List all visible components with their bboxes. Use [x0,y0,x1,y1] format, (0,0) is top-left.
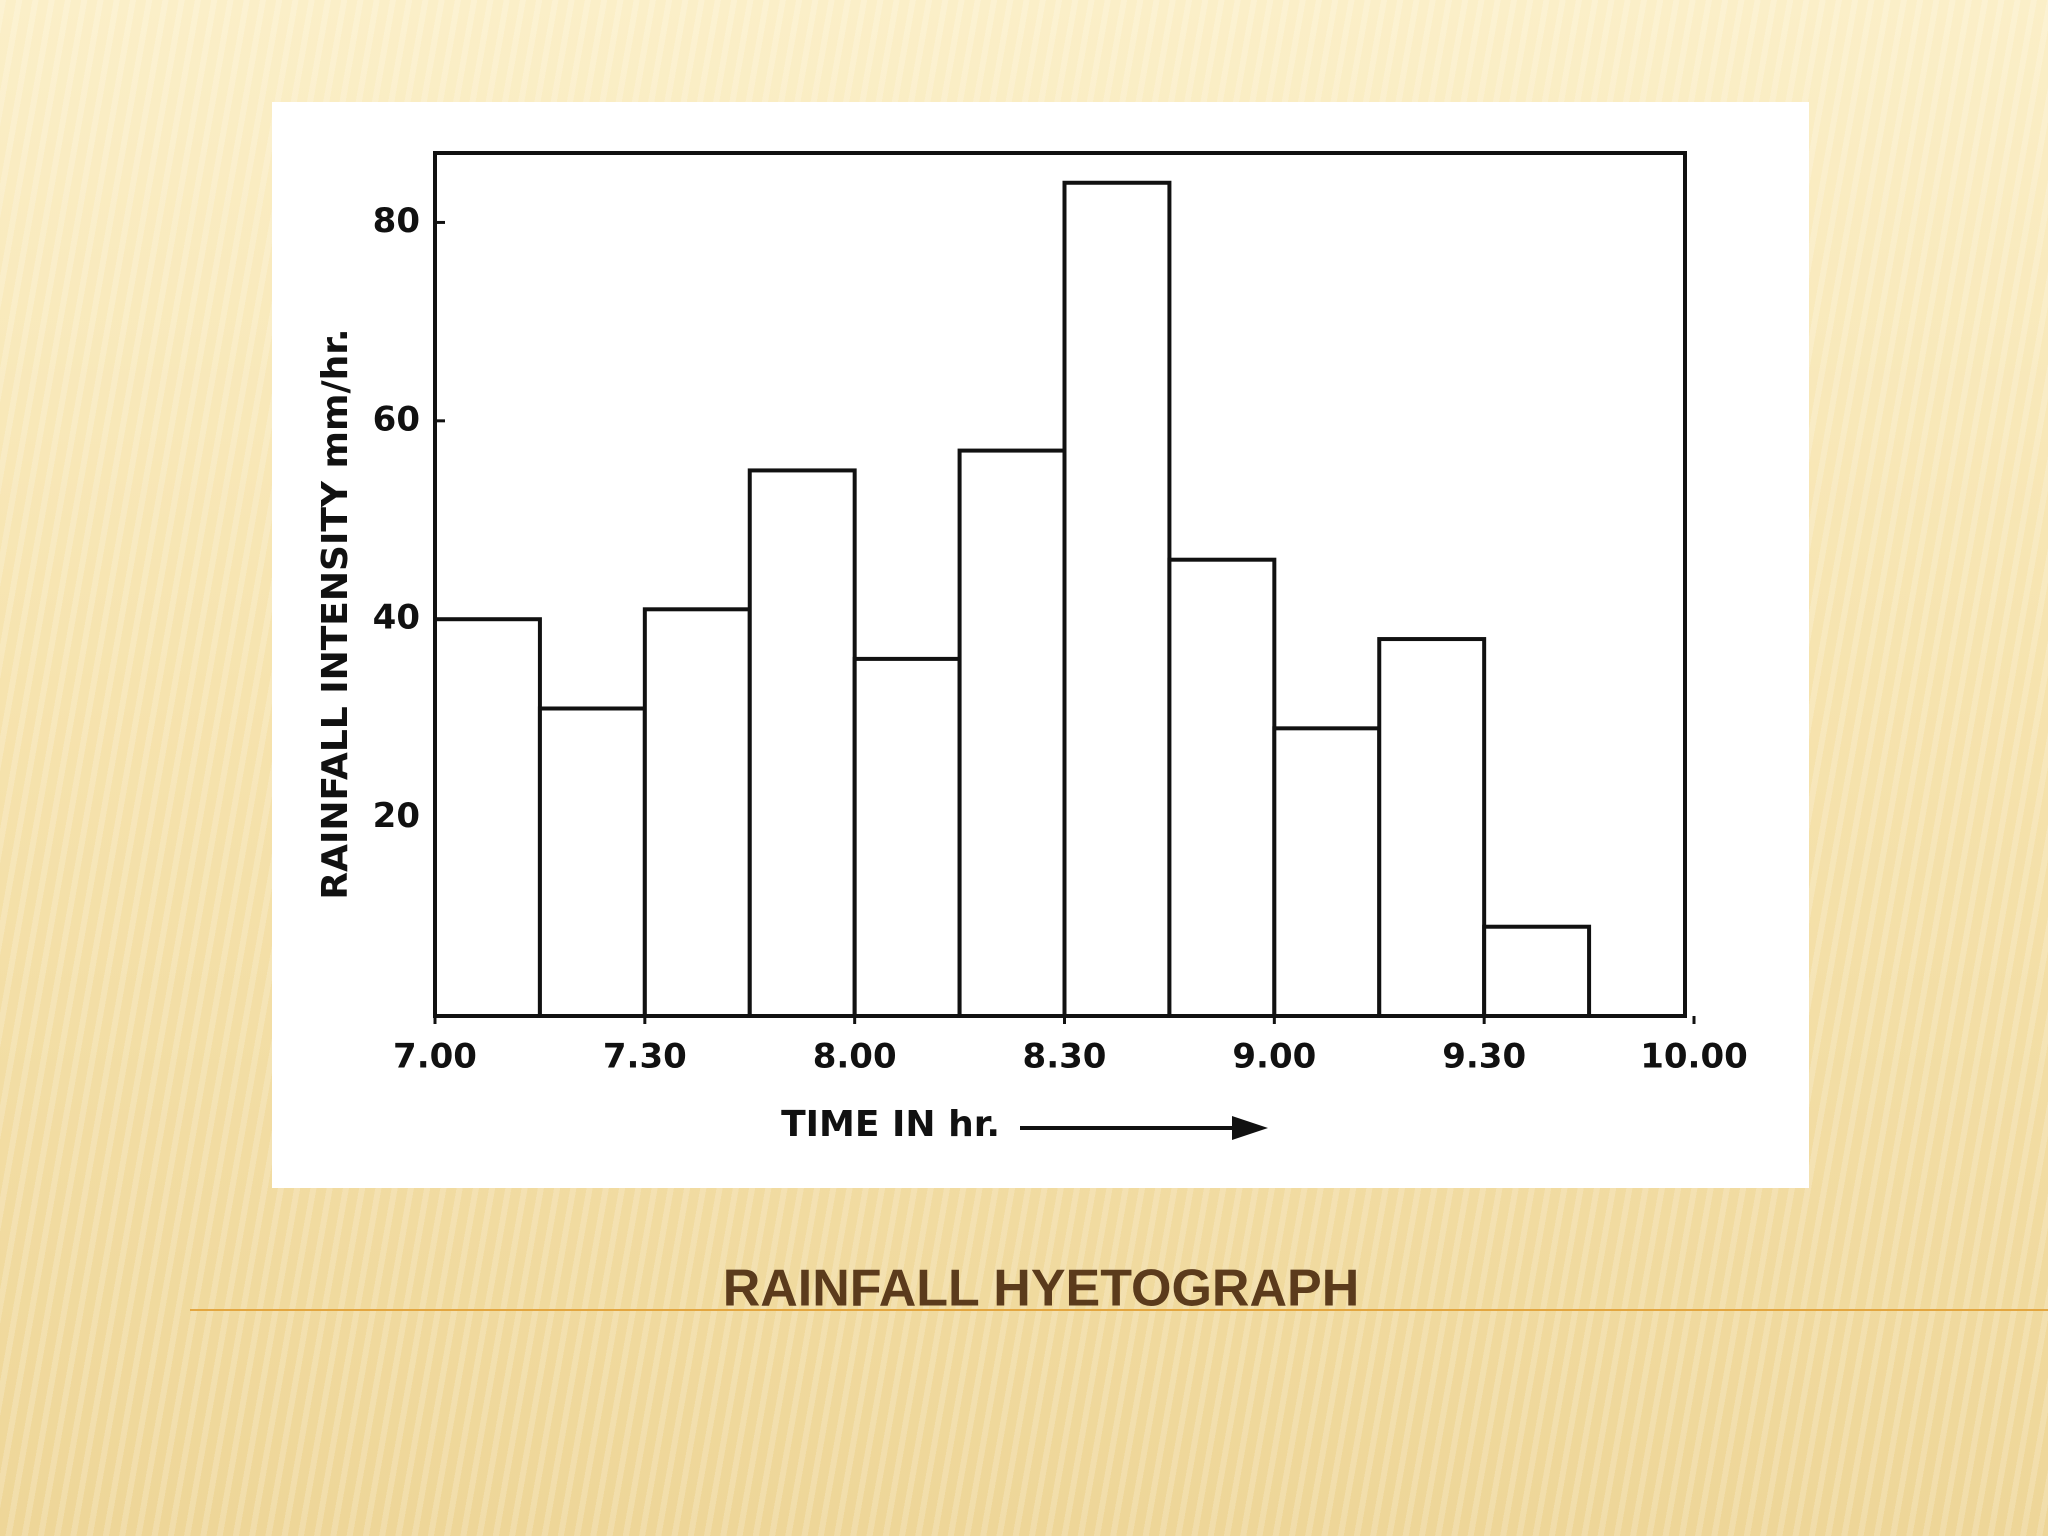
x-tick-label: 9.30 [1442,1037,1526,1077]
x-axis-label: TIME IN hr. [781,1104,1000,1145]
bar [747,468,857,1018]
x-tick-label: 9.00 [1232,1037,1316,1077]
bar [1167,557,1277,1019]
bar [433,617,542,1018]
y-axis-label: RAINFALL INTENSITY mm/hr. [315,328,356,899]
bar [1272,726,1382,1018]
bar [1062,180,1172,1019]
arrow-head [1232,1116,1268,1140]
y-tick-label: 20 [373,796,420,836]
x-tick-label: 8.00 [813,1037,897,1077]
bar [1482,924,1592,1018]
bar [537,706,647,1018]
y-tick-label: 80 [373,201,420,241]
x-axis-arrow [1020,1116,1268,1140]
bar [852,656,962,1018]
bar [957,448,1067,1019]
x-tick-label: 7.30 [603,1037,687,1077]
x-tick-label: 8.30 [1023,1037,1107,1077]
y-tick-label: 40 [373,598,420,638]
bar [642,607,752,1018]
y-tick-label: 60 [373,399,420,439]
chart-title: RAINFALL HYETOGRAPH [723,1260,1360,1318]
x-tick-label: 10.00 [1640,1037,1748,1077]
bar [1377,637,1487,1019]
x-tick-label: 7.00 [393,1037,477,1077]
